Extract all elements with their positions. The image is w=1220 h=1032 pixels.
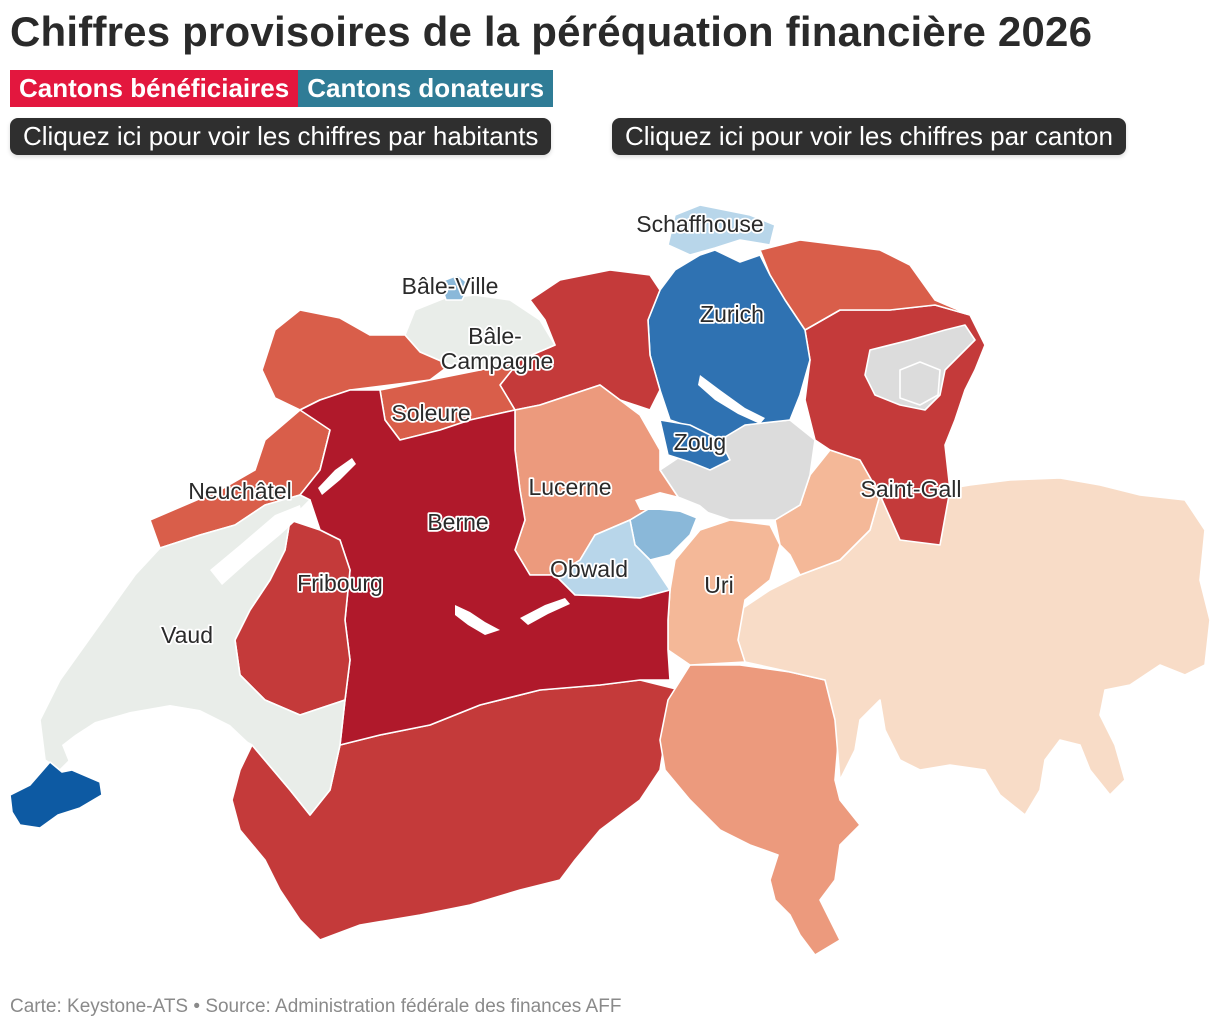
legend-donors: Cantons donateurs: [298, 70, 554, 107]
switzerland-map: Schaffhouse Bâle-Ville Bâle- Campagne Zu…: [9, 204, 1211, 956]
canton-zoug[interactable]: [659, 419, 731, 471]
per-canton-button[interactable]: Cliquez ici pour voir les chiffres par c…: [612, 118, 1126, 155]
label-berne: Berne: [427, 509, 488, 535]
canton-uri[interactable]: [667, 519, 781, 666]
legend-beneficiaries: Cantons bénéficiaires: [10, 70, 299, 107]
label-fribourg: Fribourg: [297, 570, 383, 596]
lake-bienne: [318, 458, 356, 495]
label-schaffhouse: Schaffhouse: [636, 211, 763, 237]
lake-thun-brienz: [455, 598, 570, 635]
label-soleure: Soleure: [391, 400, 470, 426]
canton-vaud[interactable]: [39, 494, 346, 816]
label-zoug: Zoug: [674, 429, 726, 455]
label-zurich: Zurich: [700, 301, 764, 327]
label-bale-campagne-line1: Bâle-: [468, 323, 522, 349]
label-uri: Uri: [704, 572, 733, 598]
label-lucerne: Lucerne: [528, 474, 611, 500]
canton-schaffhouse[interactable]: [667, 204, 776, 256]
lake-neuchatel: [210, 505, 302, 585]
label-bale-ville: Bâle-Ville: [402, 273, 499, 299]
label-saint-gall: Saint-Gall: [861, 476, 962, 502]
lake-lucerne: [635, 492, 712, 520]
label-obwald: Obwald: [550, 556, 628, 582]
lake-zurich: [698, 375, 765, 424]
label-vaud: Vaud: [161, 622, 213, 648]
footer-credits: Carte: Keystone-ATS • Source: Administra…: [10, 996, 622, 1017]
canton-tessin[interactable]: [659, 664, 861, 956]
label-neuchatel: Neuchâtel: [188, 478, 292, 504]
lake-leman: [62, 705, 248, 765]
page-title: Chiffres provisoires de la péréquation f…: [10, 8, 1093, 55]
legend: Cantons bénéficiaires Cantons donateurs: [10, 70, 554, 107]
canton-bale-ville[interactable]: [439, 274, 471, 301]
canton-geneve[interactable]: [9, 761, 103, 829]
canton-appenzell-rhodes-interieures[interactable]: [899, 361, 941, 406]
label-bale-campagne-line2: Campagne: [441, 348, 554, 374]
per-inhabitant-button[interactable]: Cliquez ici pour voir les chiffres par h…: [10, 118, 552, 155]
canton-grisons[interactable]: [734, 477, 1211, 816]
